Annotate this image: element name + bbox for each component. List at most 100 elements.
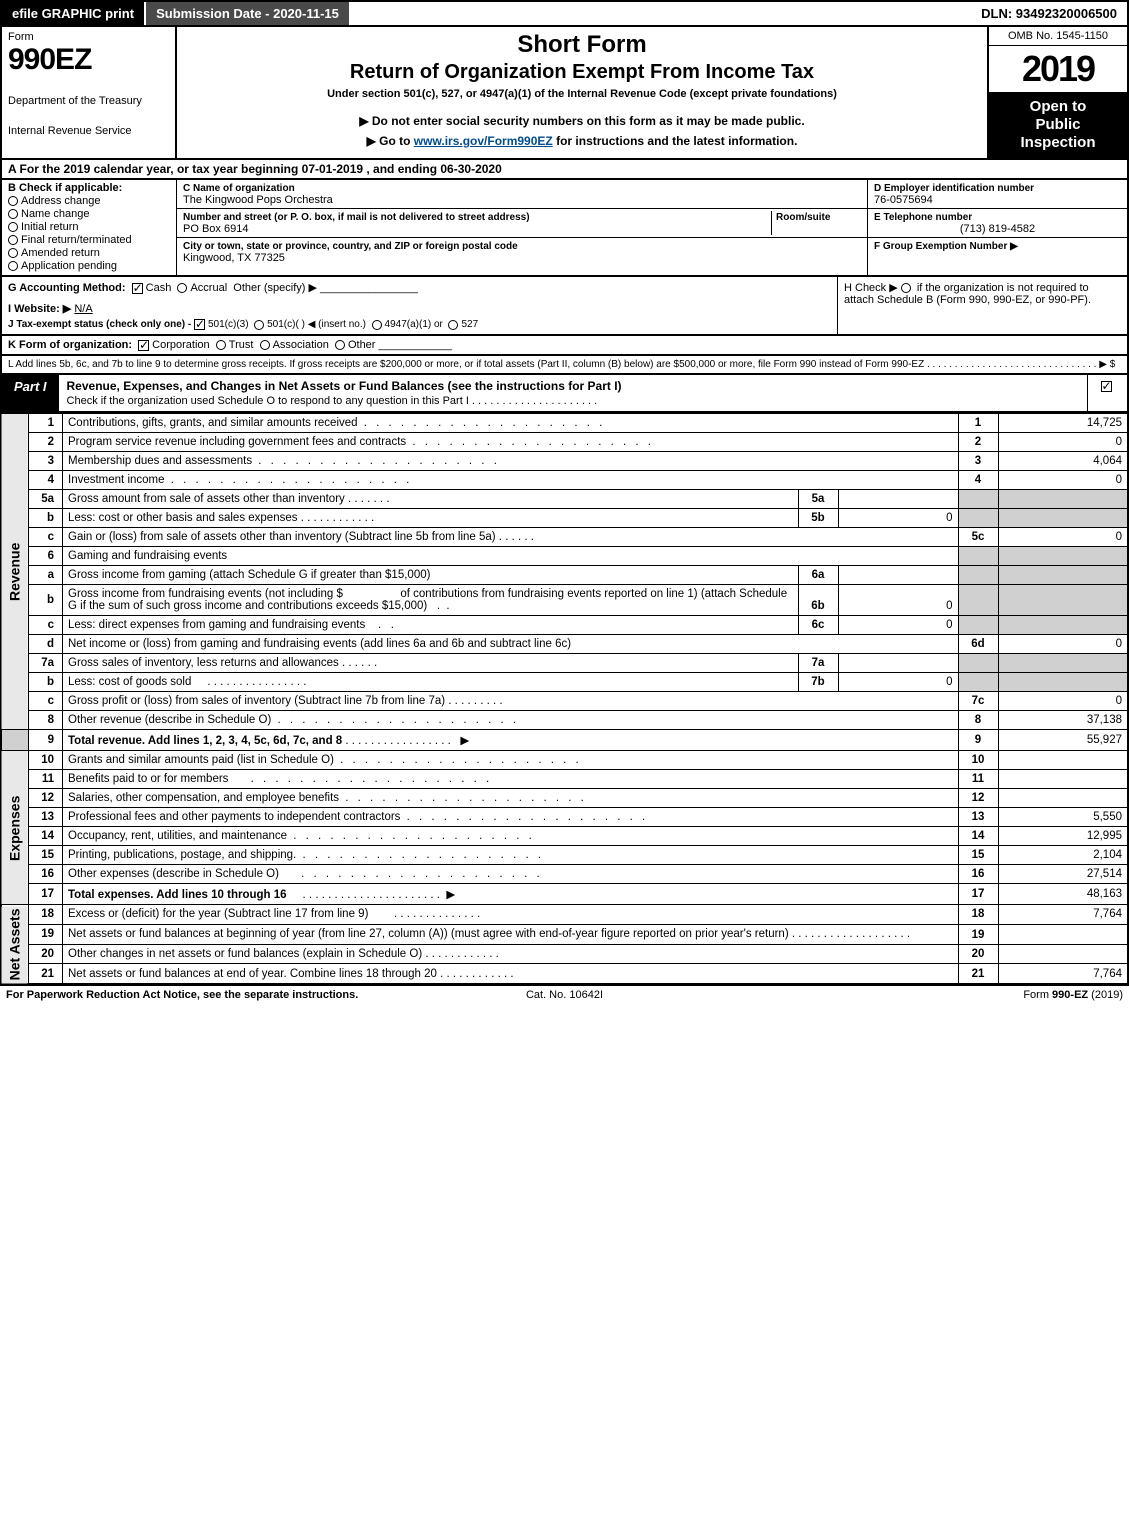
j-501c: 501(c)( ) [267,319,305,330]
chk-527[interactable] [448,320,458,330]
street-label: Number and street (or P. O. box, if mail… [183,212,530,223]
line-5b: b Less: cost or other basis and sales ex… [1,509,1128,528]
h-label: H Check ▶ [844,282,898,294]
line-6a: a Gross income from gaming (attach Sched… [1,566,1128,585]
tel-label: E Telephone number [874,212,972,223]
k-other: Other [348,339,376,351]
goto-pre: ▶ Go to [367,134,414,148]
side-netassets: Net Assets [1,905,29,984]
part1-tag: Part I [2,375,59,411]
form-label: Form [8,31,169,43]
line-6: 6 Gaming and fundraising events [1,547,1128,566]
line-6d: d Net income or (loss) from gaming and f… [1,635,1128,654]
line-3: 3 Membership dues and assessments 3 4,06… [1,452,1128,471]
header-right: OMB No. 1545-1150 2019 Open to Public In… [987,27,1127,158]
header-left: Form 990EZ Department of the Treasury In… [2,27,177,158]
chk-4947[interactable] [372,320,382,330]
k-label: K Form of organization: [8,339,132,351]
chk-assoc[interactable] [260,340,270,350]
city-value: Kingwood, TX 77325 [183,252,285,264]
group-label: F Group Exemption Number ▶ [874,241,1018,252]
line-20: 20 Other changes in net assets or fund b… [1,944,1128,964]
street-value: PO Box 6914 [183,223,248,235]
line-12: 12 Salaries, other compensation, and emp… [1,789,1128,808]
col-b-title: B Check if applicable: [8,182,122,194]
footer-right: Form 990-EZ (2019) [751,989,1123,1001]
line-7b: b Less: cost of goods sold . . . . . . .… [1,673,1128,692]
chk-trust[interactable] [216,340,226,350]
return-title: Return of Organization Exempt From Incom… [187,61,977,84]
part1-title: Revenue, Expenses, and Changes in Net As… [59,375,1087,411]
line-7a: 7a Gross sales of inventory, less return… [1,654,1128,673]
tax-year: 2019 [989,46,1127,92]
j-527: 527 [461,319,478,330]
line-6c: c Less: direct expenses from gaming and … [1,616,1128,635]
dln-number: DLN: 93492320006500 [971,2,1127,25]
k-trust: Trust [229,339,254,351]
top-bar: efile GRAPHIC print Submission Date - 20… [0,0,1129,27]
line-15: 15 Printing, publications, postage, and … [1,846,1128,865]
tel-value: (713) 819-4582 [874,223,1121,235]
room-label: Room/suite [776,212,830,223]
header-center: Short Form Return of Organization Exempt… [177,27,987,158]
line-11: 11 Benefits paid to or for members 11 [1,770,1128,789]
section-bcd: B Check if applicable: Address change Na… [0,180,1129,277]
goto-post: for instructions and the latest informat… [553,134,798,148]
j-4947: 4947(a)(1) or [385,319,443,330]
line-7c: c Gross profit or (loss) from sales of i… [1,692,1128,711]
chk-final-return[interactable]: Final return/terminated [8,234,170,246]
org-name: The Kingwood Pops Orchestra [183,194,333,206]
footer-left: For Paperwork Reduction Act Notice, see … [6,989,378,1001]
g-other: Other (specify) ▶ [233,282,317,294]
ein-value: 76-0575694 [874,194,933,206]
line-17: 17 Total expenses. Add lines 10 through … [1,884,1128,905]
chk-corp[interactable] [138,340,149,351]
side-revenue: Revenue [1,414,29,730]
col-b: B Check if applicable: Address change Na… [2,180,177,275]
chk-name-change[interactable]: Name change [8,208,170,220]
org-name-label: C Name of organization [183,183,295,194]
page-footer: For Paperwork Reduction Act Notice, see … [0,985,1129,1004]
line-6b: b Gross income from fundraising events (… [1,585,1128,616]
chk-address-change[interactable]: Address change [8,195,170,207]
chk-accrual[interactable] [177,283,187,293]
footer-center: Cat. No. 10642I [378,989,750,1001]
row-a-tax-year: A For the 2019 calendar year, or tax yea… [0,160,1129,180]
omb-number: OMB No. 1545-1150 [989,27,1127,46]
g-label: G Accounting Method: [8,282,126,294]
form-header: Form 990EZ Department of the Treasury In… [0,27,1129,160]
chk-501c3[interactable] [194,319,205,330]
chk-other[interactable] [335,340,345,350]
j-label: J Tax-exempt status (check only one) - [8,319,191,330]
line-21: 21 Net assets or fund balances at end of… [1,964,1128,984]
line-4: 4 Investment income 4 0 [1,471,1128,490]
line-2: 2 Program service revenue including gove… [1,433,1128,452]
lines-table: Revenue 1 Contributions, gifts, grants, … [0,413,1129,985]
row-k: K Form of organization: Corporation Trus… [0,336,1129,356]
chk-cash[interactable] [132,283,143,294]
website-value: N/A [74,303,92,315]
goto-line: ▶ Go to www.irs.gov/Form990EZ for instru… [187,134,977,148]
city-label: City or town, state or province, country… [183,241,518,252]
i-label: I Website: ▶ [8,303,71,315]
ein-label: D Employer identification number [874,183,1034,194]
under-section: Under section 501(c), 527, or 4947(a)(1)… [187,88,977,100]
k-corp: Corporation [152,339,209,351]
part1-checkbox[interactable] [1087,375,1127,411]
col-c: C Name of organization The Kingwood Pops… [177,180,867,275]
irs-link[interactable]: www.irs.gov/Form990EZ [414,134,553,148]
line-18: Net Assets 18 Excess or (deficit) for th… [1,905,1128,925]
chk-501c[interactable] [254,320,264,330]
chk-application-pending[interactable]: Application pending [8,260,170,272]
k-assoc: Association [273,339,329,351]
j-insert: ◀ (insert no.) [308,319,366,330]
dept-irs: Internal Revenue Service [8,125,169,137]
line-5a: 5a Gross amount from sale of assets othe… [1,490,1128,509]
chk-h[interactable] [901,283,911,293]
efile-print-button[interactable]: efile GRAPHIC print [2,2,146,25]
line-8: 8 Other revenue (describe in Schedule O)… [1,711,1128,730]
chk-initial-return[interactable]: Initial return [8,221,170,233]
line-10: Expenses 10 Grants and similar amounts p… [1,751,1128,770]
chk-amended[interactable]: Amended return [8,247,170,259]
part1-header: Part I Revenue, Expenses, and Changes in… [0,375,1129,413]
